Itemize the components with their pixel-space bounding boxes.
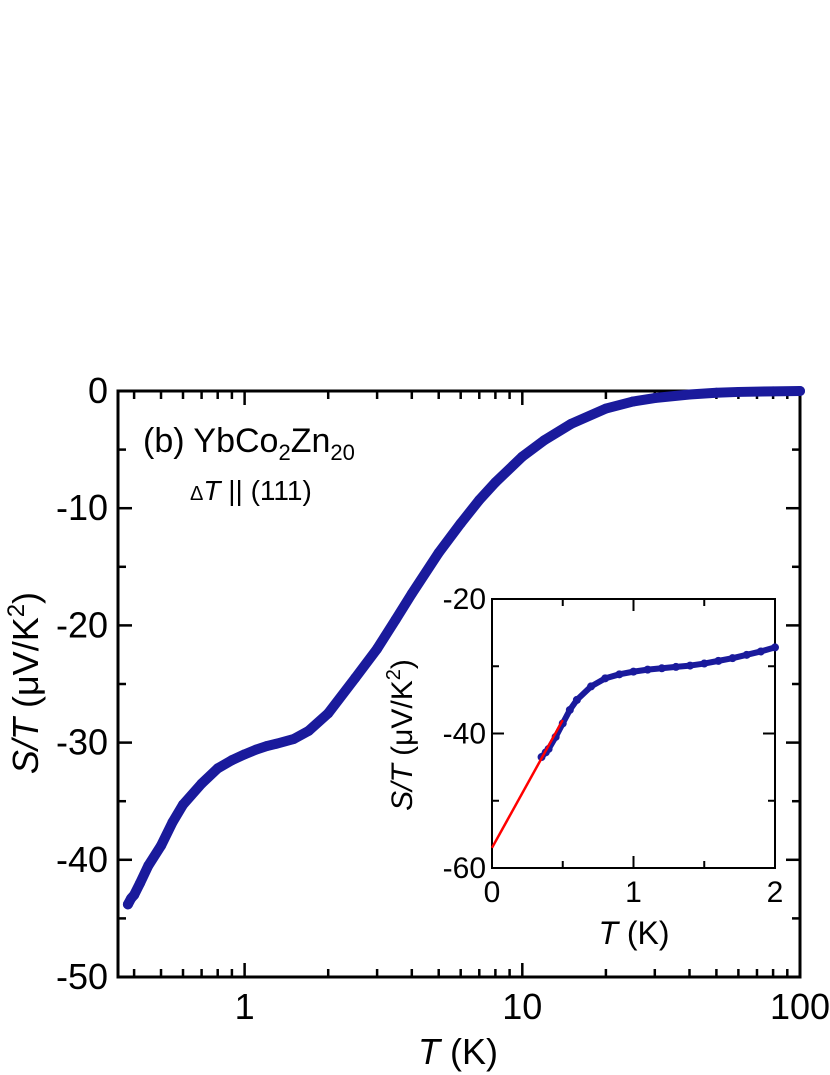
main-data-point — [178, 799, 189, 810]
main-data-point — [768, 386, 779, 397]
main-data-point — [323, 708, 334, 719]
main-data-point — [566, 418, 577, 429]
main-y-tick-label: 0 — [88, 370, 108, 411]
inset-data-point — [643, 665, 652, 674]
inset-y-tick-label: -40 — [443, 718, 486, 751]
inset-y-tick-label: -20 — [443, 583, 486, 616]
main-data-point — [167, 817, 178, 828]
main-data-point — [288, 734, 299, 745]
inset-fit-line — [490, 719, 564, 849]
main-data-point — [129, 889, 140, 900]
main-data-point — [474, 494, 485, 505]
main-data-point — [196, 778, 207, 789]
inset-x-axis-label: T (K) — [598, 915, 669, 951]
inset-data-point — [756, 647, 765, 656]
inset-data-point — [615, 670, 624, 679]
main-data-point — [455, 518, 466, 529]
inset-data-point — [742, 650, 751, 659]
main-y-tick-label: -10 — [56, 487, 108, 528]
main-y-tick-label: -50 — [56, 956, 108, 997]
main-data-point — [600, 403, 611, 414]
main-y-axis-label: S/T (μV/K2) — [3, 592, 46, 774]
inset-x-tick-label: 0 — [484, 876, 501, 909]
main-data-point — [684, 389, 695, 400]
main-data-point — [517, 451, 528, 462]
inset-data-point — [671, 662, 680, 671]
main-data-point — [261, 741, 272, 752]
inset-data-point — [728, 654, 737, 663]
main-data-point — [390, 614, 401, 625]
main-data-point — [350, 673, 361, 684]
inset-x-tick-label: 1 — [625, 876, 642, 909]
main-data-point — [303, 725, 314, 736]
direction-annotation: ΔT || (111) — [190, 475, 312, 506]
main-data-point — [251, 744, 262, 755]
main-x-axis-label: T (K) — [418, 1031, 498, 1072]
main-data-point — [143, 860, 154, 871]
inset-frame — [491, 598, 776, 869]
main-x-tick-label: 10 — [502, 986, 542, 1027]
main-data-point — [627, 396, 638, 407]
inset-data-point — [714, 656, 723, 665]
inset-data-point — [601, 674, 610, 683]
main-data-point — [490, 477, 501, 488]
main-data-point — [226, 755, 237, 766]
main-y-tick-label: -20 — [56, 604, 108, 645]
main-data-point — [649, 393, 660, 404]
inset-data-point — [587, 682, 596, 691]
panel-label: (b) YbCo2Zn20 — [143, 422, 355, 465]
main-x-tick-label: 1 — [235, 986, 255, 1027]
main-data-point — [134, 878, 145, 889]
main-data-point — [239, 749, 250, 760]
inset-data-point — [629, 667, 638, 676]
inset-data-point — [686, 661, 695, 670]
inset-data-point — [572, 695, 581, 704]
main-y-tick-label: -40 — [56, 839, 108, 880]
main-data-point — [406, 588, 417, 599]
main-data-point — [733, 386, 744, 397]
main-y-tick-label: -30 — [56, 722, 108, 763]
inset-x-tick-label: 2 — [767, 876, 784, 909]
inset-data-point — [565, 705, 574, 714]
inset-plot: 0 1 2 -20 -40 -60 — [443, 583, 784, 909]
main-data-point — [539, 435, 550, 446]
main-data-point — [372, 643, 383, 654]
main-data-point — [271, 738, 282, 749]
main-x-tick-label: 100 — [770, 986, 830, 1027]
main-data-point — [212, 763, 223, 774]
inset-y-axis-label: S/T (μV/K2) — [383, 659, 419, 811]
inset-data-point — [771, 643, 779, 652]
main-data-point — [711, 387, 722, 398]
inset-data-point — [700, 659, 709, 668]
labels: (b) YbCo2Zn20 ΔT || (111) T (K) S/T (μV/… — [3, 422, 670, 1072]
main-data-point — [795, 386, 805, 396]
inset-y-tick-label: -60 — [443, 852, 486, 885]
inset-data-point — [657, 664, 666, 673]
main-data-point — [433, 547, 444, 558]
main-data-point — [156, 840, 167, 851]
